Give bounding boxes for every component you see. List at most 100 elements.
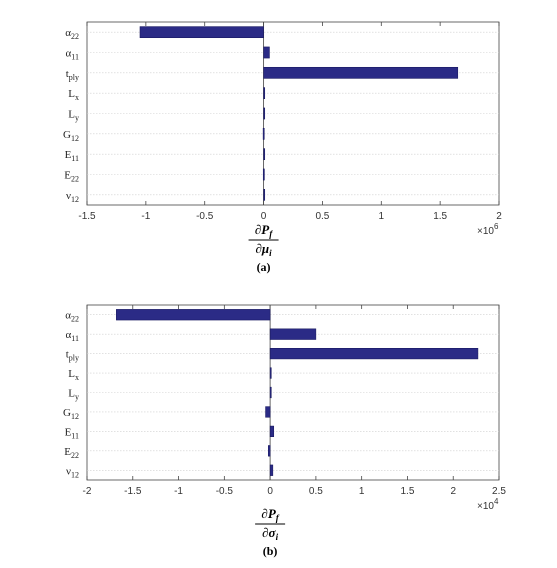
y-tick-label-subscript: 22	[71, 451, 79, 460]
x-tick-label: 0.5	[315, 211, 329, 222]
y-tick-label-base: ν	[66, 190, 71, 202]
x-tick-label: 2.5	[492, 486, 506, 497]
bar-ν12	[269, 464, 274, 476]
y-tick-label-subscript: 22	[71, 315, 79, 324]
y-tick-label: Ly	[68, 109, 79, 123]
y-tick-label-base: t	[66, 349, 69, 361]
y-tick-label-base: L	[68, 88, 75, 100]
y-tick-label-base: t	[66, 68, 69, 80]
x-axis-label-numerator-main: ∂P	[261, 506, 276, 521]
y-tick-label: α11	[66, 329, 79, 343]
x-tick-label: -1	[141, 211, 150, 222]
bar-α11	[269, 328, 317, 340]
x-axis-label-numerator-main: ∂P	[255, 222, 270, 237]
x-axis-label-denominator-main: ∂μ	[255, 241, 269, 256]
x-tick-label: 1.5	[400, 486, 414, 497]
x-axis-label-denominator-subscript: i	[269, 248, 272, 258]
y-tick-label-subscript: ply	[69, 73, 79, 82]
bar-Lx	[269, 367, 272, 379]
bar-α22	[116, 309, 271, 321]
y-tick-label-subscript: y	[75, 114, 79, 123]
y-tick-label: α22	[65, 310, 79, 324]
y-tick-label-base: E	[64, 170, 71, 182]
y-tick-label: ν12	[66, 465, 79, 479]
bar-tply	[263, 66, 459, 79]
x-tick-label: -0.5	[196, 211, 214, 222]
x-axis-label-denominator-subscript: i	[276, 532, 279, 542]
y-tick-label-base: α	[65, 310, 71, 322]
y-tick-label-base: E	[65, 149, 72, 161]
bar-E11	[269, 425, 275, 437]
bar-Lx	[263, 87, 266, 100]
y-tick-label-subscript: 12	[71, 470, 79, 479]
bar-α11	[263, 46, 270, 59]
chart-caption: (b)	[263, 544, 278, 558]
bar-G12	[265, 406, 271, 418]
y-tick-label-base: E	[65, 426, 72, 438]
chart-caption: (a)	[257, 260, 271, 274]
y-tick-label: tply	[66, 68, 79, 82]
x-tick-label: 2	[450, 486, 456, 497]
y-tick-label: Lx	[68, 368, 79, 382]
y-tick-label-subscript: 22	[71, 32, 79, 41]
y-tick-label: α11	[66, 48, 79, 62]
x-axis-label-denominator: ∂μi	[255, 241, 272, 258]
x-axis-label-numerator-subscript: f	[269, 229, 273, 239]
y-tick-label-base: L	[68, 368, 75, 380]
y-tick-label-base: ν	[66, 465, 71, 477]
x-tick-label: 1.5	[433, 211, 447, 222]
axis-multiplier-exponent: 6	[494, 222, 499, 231]
x-tick-label: 1	[379, 211, 385, 222]
y-tick-label-subscript: x	[75, 93, 79, 102]
x-tick-label: -1	[174, 486, 183, 497]
bar-Ly	[269, 386, 272, 399]
axis-multiplier: ×106	[477, 222, 499, 237]
y-tick-label-base: α	[65, 27, 71, 39]
y-tick-label: G12	[63, 407, 79, 421]
x-tick-label: 0	[261, 211, 267, 222]
y-tick-label: E11	[65, 149, 79, 163]
y-tick-label-base: G	[63, 407, 71, 419]
axis-multiplier-base: ×10	[477, 501, 494, 512]
plot-frame	[86, 21, 500, 206]
x-tick-label: 1	[359, 486, 365, 497]
x-axis-label-numerator: ∂Pf	[255, 222, 273, 239]
y-tick-label: Ly	[68, 388, 79, 402]
bar-G12	[262, 127, 265, 140]
bar-E22	[268, 445, 271, 457]
axis-multiplier: ×104	[477, 497, 499, 512]
x-axis-label-numerator-subscript: f	[276, 513, 280, 523]
y-tick-label: ν12	[66, 190, 79, 204]
y-tick-label-subscript: 11	[71, 431, 79, 440]
y-tick-label-subscript: 11	[71, 334, 79, 343]
y-tick-label-subscript: x	[75, 373, 79, 382]
y-tick-label: α22	[65, 27, 79, 41]
bar-E11	[263, 148, 266, 161]
x-axis-label-denominator-main: ∂σ	[262, 525, 276, 540]
y-tick-label-subscript: y	[75, 393, 79, 402]
y-tick-label-base: L	[68, 388, 75, 400]
y-tick-label-base: E	[64, 446, 71, 458]
x-tick-label: -1.5	[124, 486, 142, 497]
bar-tply	[269, 348, 479, 360]
x-tick-label: 0.5	[309, 486, 323, 497]
x-tick-label: 0	[267, 486, 273, 497]
x-tick-label: 2	[496, 211, 502, 222]
y-tick-label-subscript: 12	[71, 195, 79, 204]
bar-E22	[262, 168, 265, 181]
x-tick-label: -0.5	[216, 486, 234, 497]
y-tick-label-base: G	[63, 129, 71, 141]
y-tick-label-base: α	[66, 48, 72, 60]
x-axis-label-numerator: ∂Pf	[261, 506, 279, 523]
axis-multiplier-base: ×10	[477, 226, 494, 237]
x-tick-label: -2	[83, 486, 92, 497]
y-tick-label-subscript: 11	[71, 154, 79, 163]
bar-ν12	[263, 188, 266, 201]
y-tick-label: Lx	[68, 88, 79, 102]
axis-multiplier-exponent: 4	[494, 497, 499, 506]
bar-α22	[139, 26, 264, 39]
y-tick-label: E11	[65, 426, 79, 440]
